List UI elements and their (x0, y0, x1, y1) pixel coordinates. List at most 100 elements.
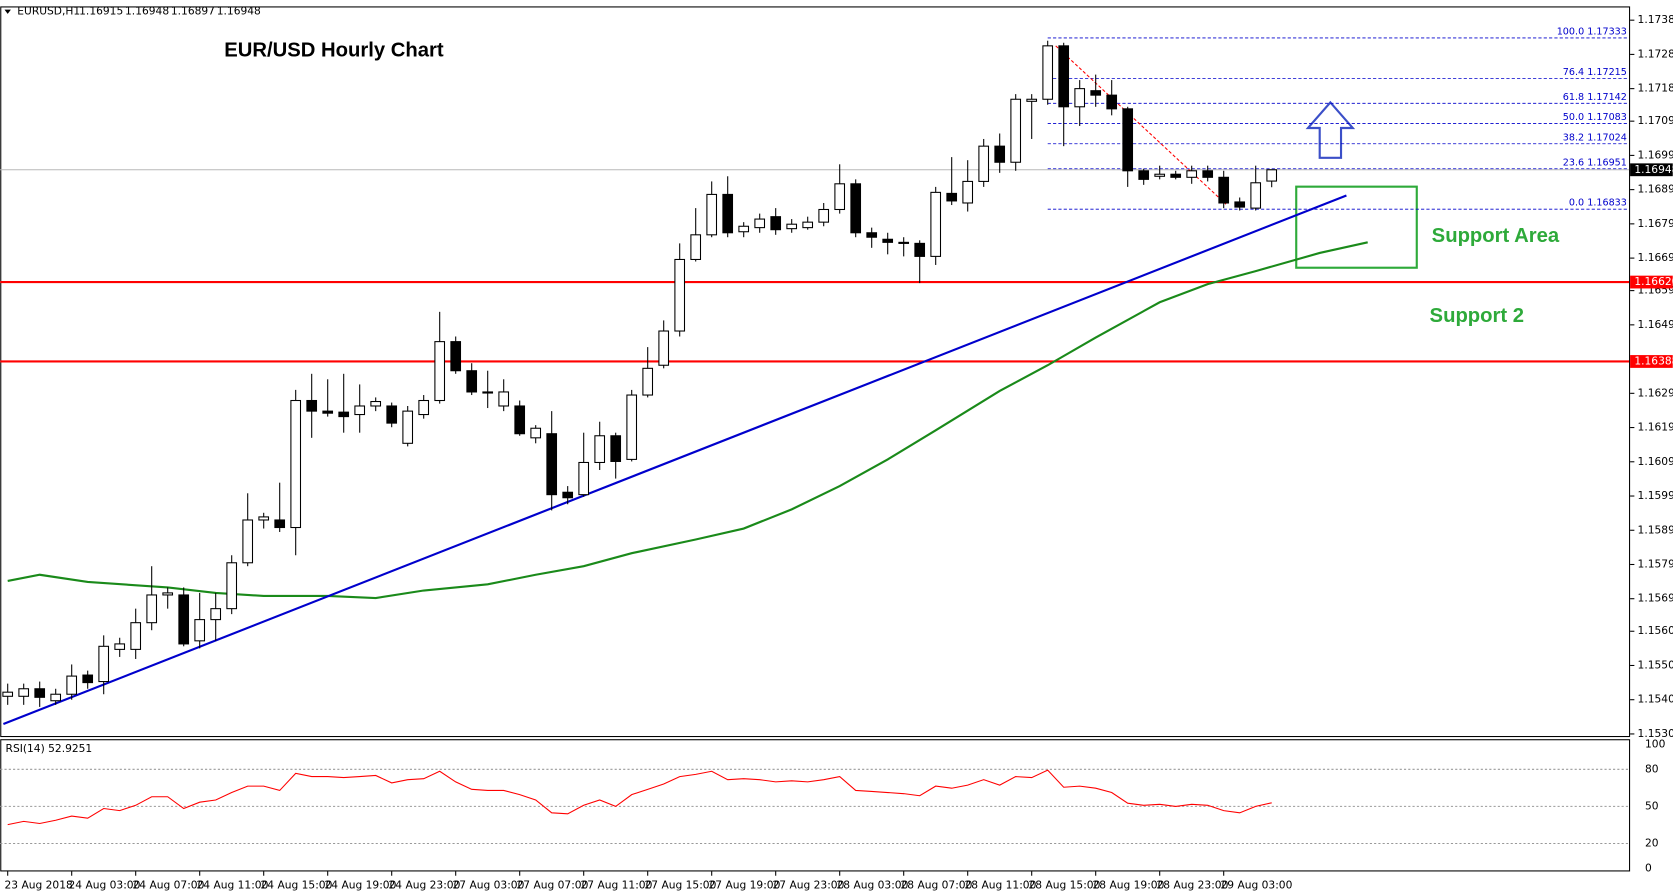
fib-label: 100.0 1.17333 (1557, 27, 1627, 38)
x-tick-label: 28 Aug 23:00 (1157, 878, 1229, 891)
y-tick-label: 1.17385 (1638, 13, 1673, 26)
candle-body (658, 330, 670, 366)
candle-body (786, 223, 798, 230)
y-tick-label: 1.17285 (1638, 47, 1673, 60)
candle-body (242, 519, 254, 564)
candle-body (418, 399, 430, 416)
candle-body (306, 399, 318, 412)
annotation: Support 2 (1430, 305, 1525, 327)
y-tick-label: 1.16890 (1638, 183, 1673, 196)
candle-body (1090, 90, 1102, 96)
current-price-box (1630, 163, 1673, 177)
candle-body (1042, 45, 1054, 100)
candle-body (1154, 173, 1166, 177)
header-high: 1.16948 (125, 5, 169, 18)
y-tick-label: 1.16195 (1638, 421, 1673, 434)
candle-body (546, 433, 558, 496)
rsi-title: RSI(14) 52.9251 (6, 742, 93, 755)
fib-label: 76.4 1.17215 (1563, 67, 1627, 78)
candle-body (194, 619, 206, 642)
fib-label: 0.0 1.16833 (1569, 198, 1627, 209)
y-tick-label: 1.16095 (1638, 455, 1673, 468)
candle-body (2, 691, 14, 697)
candle-body (1010, 98, 1022, 163)
candle-body (130, 622, 142, 650)
x-tick-label: 27 Aug 03:00 (453, 878, 525, 891)
support-box (1295, 185, 1418, 269)
candle-body (722, 193, 734, 234)
header-open: 1.16915 (79, 5, 123, 18)
candle-body (258, 516, 270, 521)
rsi-tick-label: 80 (1645, 762, 1659, 775)
candle-body (1234, 201, 1246, 208)
candle-body (898, 241, 910, 244)
candle-body (1058, 45, 1070, 108)
candle-body (178, 594, 190, 645)
plot-area: 100.0 1.17333 76.4 1.17215 61.8 1.17142 50.… (0, 27, 1630, 726)
fib-label: 38.2 1.17024 (1563, 132, 1627, 143)
y-tick-label: 1.15795 (1638, 557, 1673, 570)
y-tick-label: 1.15695 (1638, 592, 1673, 605)
y-tick-label: 1.16495 (1638, 318, 1673, 331)
x-tick-label: 24 Aug 15:00 (261, 878, 333, 891)
candle-body (834, 183, 846, 211)
candle-body (754, 218, 766, 229)
candle-body (514, 405, 526, 435)
candle-body (770, 216, 782, 231)
candle-body (66, 675, 78, 695)
candle-body (354, 405, 366, 416)
x-tick-label: 29 Aug 03:00 (1221, 878, 1293, 891)
symbol: EURUSD,H1 (17, 5, 80, 18)
candle-body (706, 193, 718, 236)
candle-body (274, 519, 286, 529)
y-tick-label: 1.17090 (1638, 114, 1673, 127)
candle-body (146, 594, 158, 624)
candle-body (370, 401, 382, 407)
x-tick-label: 28 Aug 07:00 (901, 878, 973, 891)
candle-body (562, 491, 574, 499)
y-tick-label: 1.16295 (1638, 386, 1673, 399)
level-label-box (1630, 355, 1673, 368)
y-tick-label: 1.15895 (1638, 523, 1673, 536)
candle-body (98, 645, 110, 683)
x-tick-label: 27 Aug 23:00 (773, 878, 845, 891)
candle-body (434, 341, 446, 402)
y-tick-label: 1.17185 (1638, 82, 1673, 95)
x-tick-label: 27 Aug 11:00 (581, 878, 653, 891)
candle-body (1266, 169, 1278, 182)
x-tick-label: 28 Aug 11:00 (965, 878, 1037, 891)
candle-body (322, 410, 334, 414)
candle-body (1026, 98, 1038, 102)
candle-body (626, 394, 638, 460)
x-tick-label: 27 Aug 15:00 (645, 878, 717, 891)
trendline (2, 194, 1347, 726)
candle-body (1122, 108, 1134, 172)
y-tick-label: 1.15300 (1638, 727, 1673, 740)
candle-body (882, 238, 894, 243)
level-label: 1.16388 (1634, 354, 1673, 367)
candle-body (482, 391, 494, 394)
candle-body (1250, 182, 1262, 209)
y-tick-label: 1.16790 (1638, 217, 1673, 230)
x-tick-label: 27 Aug 19:00 (709, 878, 781, 891)
candle-body (1106, 94, 1118, 110)
candle-body (34, 688, 46, 698)
x-tick-label: 24 Aug 19:00 (325, 878, 397, 891)
chart-title: EUR/USD Hourly Chart (224, 40, 444, 62)
fib-diagonal (1055, 45, 1228, 206)
y-tick-label: 1.15995 (1638, 489, 1673, 502)
fib-label: 61.8 1.17142 (1563, 92, 1627, 103)
candle-body (802, 221, 814, 229)
x-tick-label: 24 Aug 11:00 (197, 878, 269, 891)
candle-body (162, 592, 174, 596)
candle-body (1186, 170, 1198, 178)
fib-label: 50.0 1.17083 (1563, 112, 1627, 123)
candle-body (978, 145, 990, 182)
candle-body (610, 435, 622, 462)
candle-body (994, 145, 1006, 163)
x-tick-label: 23 Aug 2018 (5, 878, 73, 891)
current-price-label: 1.16948 (1634, 163, 1673, 176)
y-tick-label: 1.15500 (1638, 658, 1673, 671)
header-close: 1.16948 (217, 5, 261, 18)
candle-body (450, 341, 462, 372)
